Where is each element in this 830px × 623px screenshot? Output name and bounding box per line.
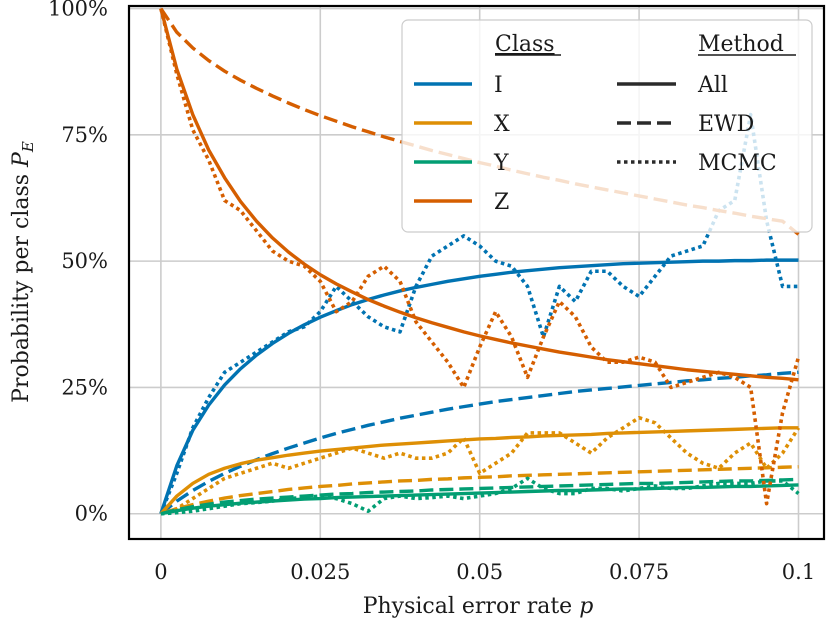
series-line-x-all <box>159 426 799 515</box>
legend-label-y: Y <box>493 151 509 176</box>
legend-label-z: Z <box>494 190 509 215</box>
series-line-x-mcmc <box>160 415 801 516</box>
legend-label-mcmc: MCMC <box>698 151 777 176</box>
x-tick-label: 0.1 <box>782 560 815 584</box>
series-line-i-ewd <box>159 370 799 516</box>
x-tick-label: 0.05 <box>456 560 503 584</box>
series-line-i-mcmc <box>159 112 799 515</box>
legend-label-ewd: EWD <box>698 112 754 137</box>
y-axis-label: Probability per class PE <box>9 141 37 403</box>
x-axis-label: Physical error rate p <box>363 594 594 619</box>
legend-methods: All EWD MCMC <box>617 73 777 176</box>
series-line-x-ewd <box>160 465 799 516</box>
legend-method-title: Method <box>698 32 784 57</box>
y-tick-label: 25% <box>61 375 108 399</box>
y-tick-label: 0% <box>75 502 108 526</box>
legend-box <box>401 19 813 233</box>
plot-frame <box>127 4 826 541</box>
x-tick-label: 0 <box>154 560 167 584</box>
legend-label-all: All <box>697 73 728 98</box>
legend-label-i: I <box>494 73 503 98</box>
y-tick-label: 50% <box>61 249 108 273</box>
series-line-z-all <box>159 8 799 382</box>
legend-label-x: X <box>494 112 510 137</box>
series-line-y-ewd <box>160 477 799 516</box>
x-tick-label: 0.075 <box>609 560 669 584</box>
series-line-z-mcmc <box>159 8 801 506</box>
y-tick-label: 100% <box>48 0 108 21</box>
legend-class-title: Class <box>495 32 555 57</box>
y-tick-label: 75% <box>61 123 108 147</box>
series-line-y-mcmc <box>160 476 800 516</box>
ticks: 0 0.025 0.05 0.075 0.1 0% 25% 50% 75% 100% <box>48 0 815 584</box>
x-tick-label: 0.025 <box>290 560 350 584</box>
